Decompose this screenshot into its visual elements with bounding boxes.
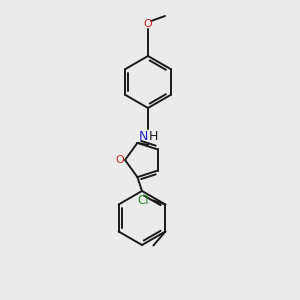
- Text: N: N: [138, 130, 148, 143]
- Text: O: O: [144, 19, 152, 29]
- Text: O: O: [116, 155, 124, 165]
- Text: H: H: [148, 130, 158, 143]
- Text: Cl: Cl: [138, 194, 149, 207]
